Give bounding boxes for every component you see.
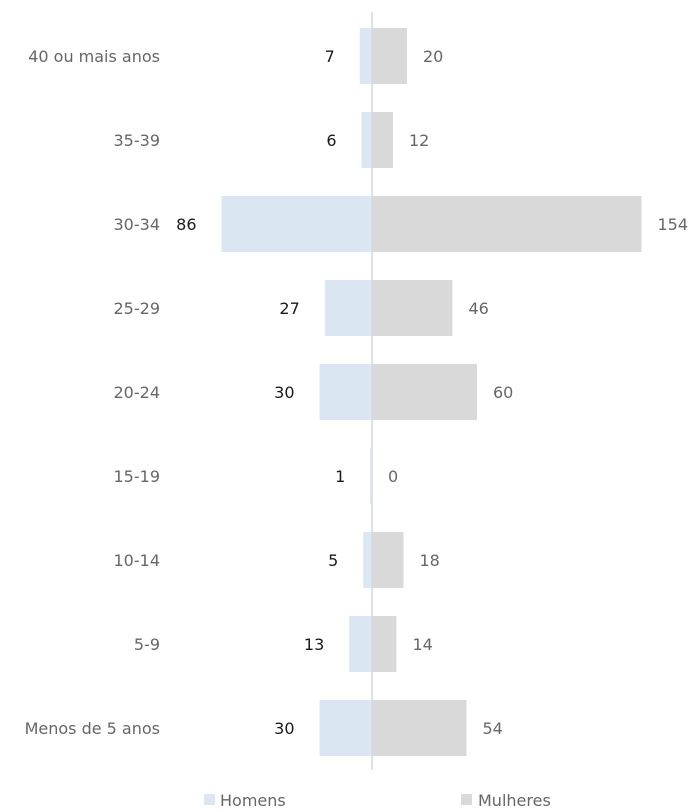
legend-label-homens: Homens	[220, 791, 286, 810]
bar-mulheres-25-29	[372, 280, 453, 336]
category-label-35-39: 35-39	[114, 131, 161, 150]
bar-homens-20-24	[319, 364, 372, 420]
bar-mulheres-menos-de-5-anos	[372, 700, 467, 756]
category-label-20-24: 20-24	[114, 383, 161, 402]
bar-homens-35-39	[361, 112, 372, 168]
value-label-homens-15-19: 1	[335, 467, 345, 486]
value-label-homens-10-14: 5	[328, 551, 338, 570]
value-label-mulheres-40-ou-mais-anos: 20	[423, 47, 443, 66]
legend: Homens Mulheres	[204, 791, 551, 810]
category-label-40-ou-mais-anos: 40 ou mais anos	[28, 47, 160, 66]
value-label-mulheres-25-29: 46	[469, 299, 489, 318]
value-label-mulheres-35-39: 12	[409, 131, 429, 150]
bar-homens-25-29	[324, 280, 372, 336]
bar-mulheres-10-14	[372, 532, 404, 588]
category-label-30-34: 30-34	[114, 215, 161, 234]
value-label-homens-40-ou-mais-anos: 7	[325, 47, 335, 66]
bar-mulheres-35-39	[372, 112, 393, 168]
value-label-mulheres-30-34: 154	[658, 215, 689, 234]
category-label-10-14: 10-14	[114, 551, 161, 570]
bar-mulheres-40-ou-mais-anos	[372, 28, 407, 84]
bar-mulheres-20-24	[372, 364, 477, 420]
value-label-mulheres-20-24: 60	[493, 383, 513, 402]
bar-homens-10-14	[363, 532, 372, 588]
value-label-homens-5-9: 13	[304, 635, 324, 654]
bar-homens-5-9	[349, 616, 372, 672]
value-label-homens-30-34: 86	[176, 215, 196, 234]
value-label-homens-menos-de-5-anos: 30	[274, 719, 294, 738]
value-label-homens-20-24: 30	[274, 383, 294, 402]
bar-homens-30-34	[221, 196, 372, 252]
bar-mulheres-30-34	[372, 196, 642, 252]
bar-mulheres-5-9	[372, 616, 397, 672]
value-label-homens-25-29: 27	[279, 299, 299, 318]
legend-label-mulheres: Mulheres	[478, 791, 551, 810]
category-label-5-9: 5-9	[134, 635, 160, 654]
value-label-mulheres-menos-de-5-anos: 54	[483, 719, 503, 738]
legend-swatch-homens	[204, 794, 215, 805]
value-label-homens-35-39: 6	[326, 131, 336, 150]
value-label-mulheres-5-9: 14	[413, 635, 433, 654]
category-label-15-19: 15-19	[114, 467, 161, 486]
value-label-mulheres-15-19: 0	[388, 467, 398, 486]
bars-group	[221, 28, 642, 756]
category-label-25-29: 25-29	[114, 299, 161, 318]
bar-homens-menos-de-5-anos	[319, 700, 372, 756]
legend-swatch-mulheres	[461, 794, 472, 805]
category-label-menos-de-5-anos: Menos de 5 anos	[25, 719, 160, 738]
value-label-mulheres-10-14: 18	[420, 551, 440, 570]
bar-homens-40-ou-mais-anos	[359, 28, 372, 84]
bar-homens-15-19	[370, 448, 372, 504]
